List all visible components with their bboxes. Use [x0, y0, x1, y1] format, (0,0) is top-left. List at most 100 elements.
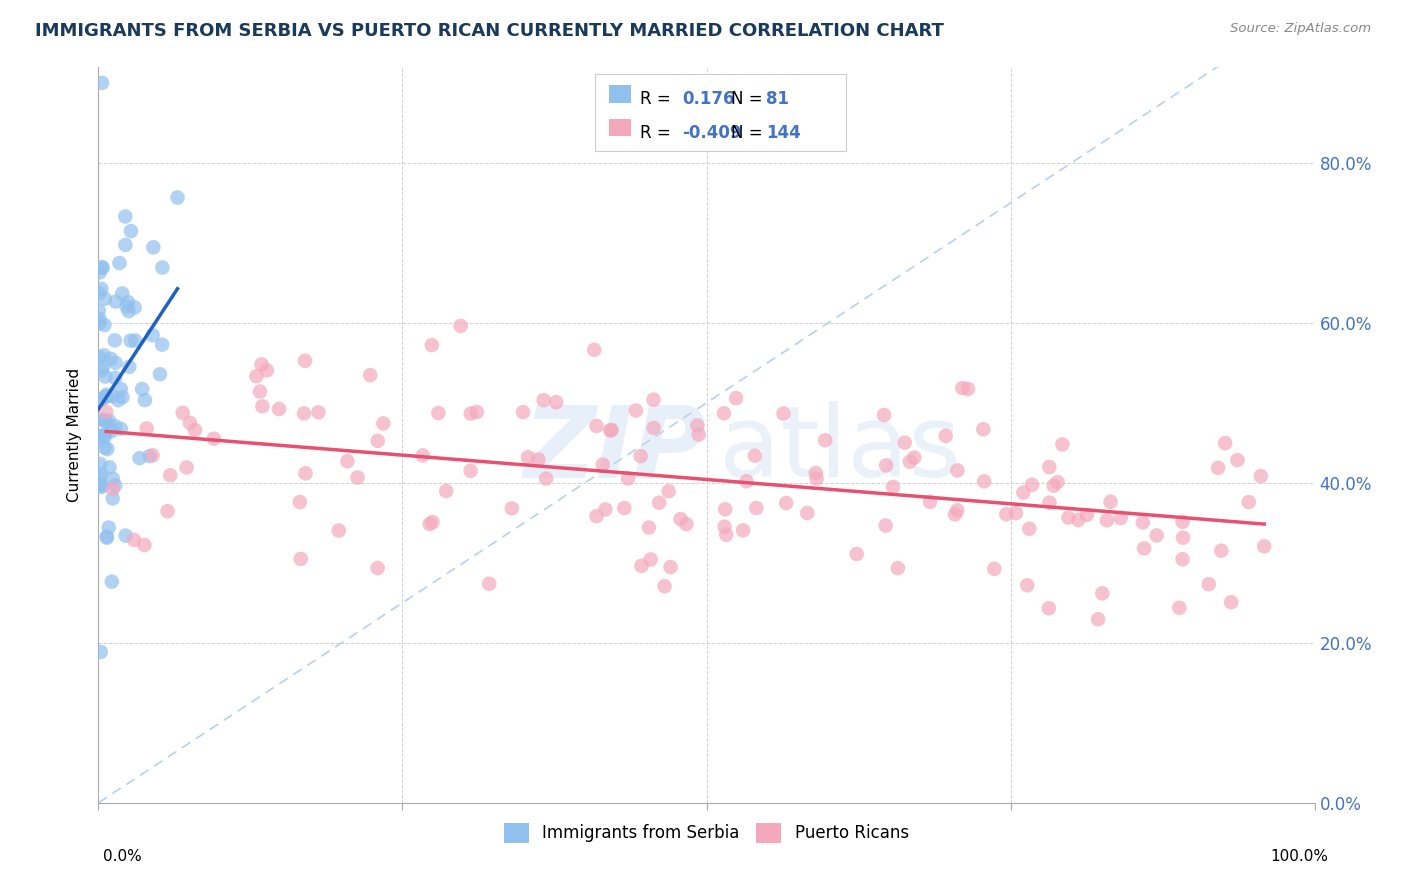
Point [94, 414, 117, 428]
Point [328, 524, 350, 538]
Point [419, 517, 441, 532]
Point [1133, 541, 1156, 556]
Point [367, 434, 389, 448]
Point [731, 524, 754, 538]
Point [110, 422, 132, 436]
Point [972, 422, 994, 436]
Point [114, 528, 136, 542]
Point [101, 482, 124, 496]
Point [983, 562, 1005, 576]
Point [873, 408, 896, 422]
Point [128, 451, 150, 466]
Point [1198, 577, 1220, 591]
Point [134, 538, 156, 552]
Point [1206, 461, 1229, 475]
Point [1042, 478, 1064, 492]
Point [744, 449, 766, 463]
Point [149, 368, 172, 382]
Point [89, 285, 111, 300]
Point [804, 466, 827, 480]
Point [111, 390, 134, 404]
Point [142, 240, 165, 254]
Point [93, 318, 115, 332]
Point [90, 282, 112, 296]
Point [117, 304, 139, 318]
Point [640, 552, 662, 566]
Point [96, 530, 118, 544]
Point [713, 519, 735, 533]
Point [91, 360, 114, 375]
Point [142, 448, 165, 462]
Point [1052, 437, 1074, 451]
Text: N =: N = [731, 90, 762, 108]
Point [1067, 513, 1090, 527]
Point [478, 576, 501, 591]
Point [1012, 485, 1035, 500]
Point [104, 478, 127, 492]
Point [101, 574, 124, 589]
Point [420, 338, 443, 352]
Legend: Immigrants from Serbia, Puerto Ricans: Immigrants from Serbia, Puerto Ricans [498, 816, 915, 850]
Point [101, 389, 124, 403]
Point [465, 405, 488, 419]
Point [267, 402, 290, 417]
Point [875, 518, 897, 533]
Point [166, 190, 188, 204]
Point [1038, 496, 1060, 510]
Point [96, 442, 118, 456]
Point [460, 464, 482, 478]
Text: R =: R = [640, 90, 671, 108]
Point [89, 312, 111, 326]
Point [1046, 475, 1069, 489]
Point [94, 369, 117, 384]
Point [814, 434, 837, 448]
Point [90, 363, 112, 377]
Point [713, 406, 735, 420]
Text: R =: R = [640, 124, 671, 142]
Point [592, 458, 614, 472]
Point [1220, 595, 1243, 609]
Point [1146, 528, 1168, 542]
Point [93, 292, 115, 306]
Point [775, 496, 797, 510]
Point [89, 471, 111, 485]
Text: Source: ZipAtlas.com: Source: ZipAtlas.com [1230, 22, 1371, 36]
Point [1171, 515, 1194, 529]
Point [995, 508, 1018, 522]
Point [1099, 495, 1122, 509]
Point [745, 501, 768, 516]
Point [516, 450, 538, 465]
Point [735, 475, 758, 489]
Point [89, 265, 111, 279]
Point [87, 433, 110, 447]
Point [252, 400, 274, 414]
Point [120, 334, 142, 348]
Point [96, 405, 118, 419]
Text: ZIP: ZIP [523, 401, 707, 498]
Point [90, 478, 112, 492]
Point [1021, 477, 1043, 491]
Point [714, 502, 737, 516]
Point [110, 382, 132, 396]
Point [1091, 586, 1114, 600]
Y-axis label: Currently Married: Currently Married [67, 368, 83, 502]
Point [98, 414, 121, 428]
Point [336, 454, 359, 468]
Point [527, 452, 550, 467]
Point [308, 405, 330, 419]
Point [256, 363, 278, 377]
Point [100, 351, 122, 366]
Point [1005, 506, 1028, 520]
Point [176, 460, 198, 475]
Point [973, 475, 995, 489]
Point [903, 450, 925, 465]
Point [367, 561, 389, 575]
Point [875, 458, 897, 473]
Point [585, 509, 607, 524]
Point [1038, 601, 1060, 615]
Point [87, 304, 110, 318]
Point [412, 449, 434, 463]
Text: 0.176: 0.176 [682, 90, 734, 108]
Point [688, 427, 710, 442]
Point [422, 515, 444, 529]
